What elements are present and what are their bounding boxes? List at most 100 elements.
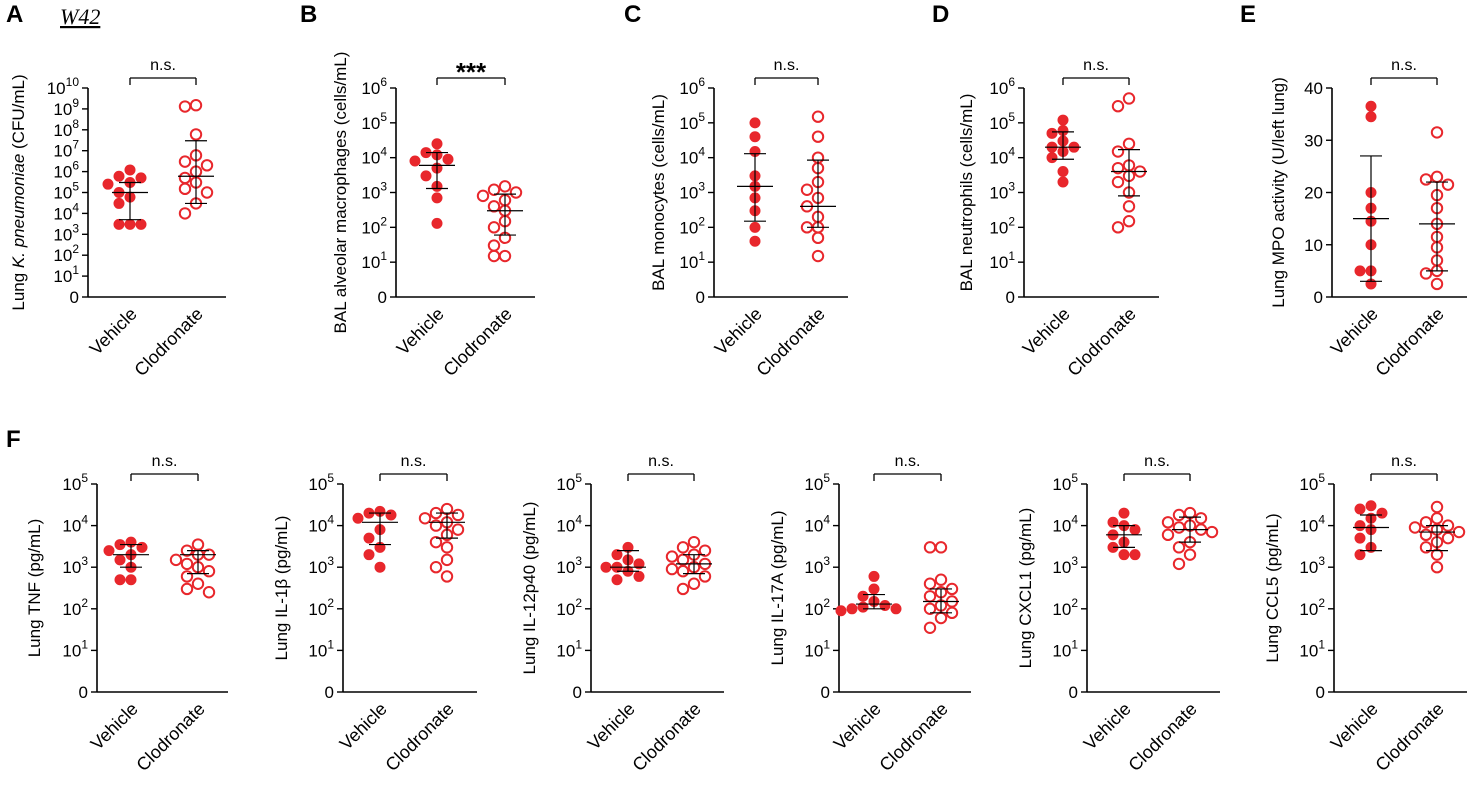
y-tick-label: 103 <box>308 554 334 577</box>
x-category-label: Vehicle <box>87 699 142 754</box>
clodronate-point <box>676 541 690 554</box>
vehicle-point <box>890 603 902 615</box>
y-tick-label: 103 <box>1299 554 1325 577</box>
vehicle-point <box>420 170 432 182</box>
clodronate-point <box>1111 100 1125 113</box>
y-tick-label: 102 <box>804 596 830 619</box>
y-tick-label: 105 <box>556 471 582 494</box>
significance-label: n.s. <box>1391 57 1417 74</box>
vehicle-point <box>1107 516 1119 528</box>
y-tick-label: 102 <box>62 596 88 619</box>
y-tick-label: 0 <box>1069 683 1078 702</box>
panel-3: C 0 101 102 103 104 105 106 BAL monocytes (cells… <box>624 1 848 380</box>
panel-9: 0 101 102 103 104 105 Lung IL-17A (pg/mL) Vehic… <box>768 453 971 775</box>
x-category-label: Clodronate <box>628 699 704 775</box>
x-category-label: Clodronate <box>752 304 828 380</box>
vehicle-point <box>846 603 858 615</box>
y-tick-label: 103 <box>53 221 79 244</box>
vehicle-point <box>1354 520 1366 532</box>
x-category-label: Clodronate <box>1371 699 1447 775</box>
vehicle-point <box>1354 265 1366 277</box>
y-tick-label: 106 <box>989 75 1015 98</box>
vehicle-point <box>124 218 136 230</box>
clodronate-point <box>1122 214 1136 228</box>
x-category-label: Clodronate <box>130 304 206 380</box>
y-tick-label: 0 <box>325 683 334 702</box>
panel-2: B 0 101 102 103 104 105 106 BAL alveolar macroph… <box>300 1 535 380</box>
y-tick-label: 101 <box>62 637 88 660</box>
x-category-label: Vehicle <box>393 304 448 359</box>
y-tick-label: 0 <box>821 683 830 702</box>
vehicle-point <box>113 170 125 182</box>
y-tick-label: 102 <box>679 214 705 237</box>
significance-label: *** <box>456 57 487 87</box>
clodronate-point <box>200 186 214 199</box>
panel-8: 0 101 102 103 104 105 Lung IL-12p40 (pg/mL) Veh… <box>520 453 724 775</box>
y-tick-label: 103 <box>556 554 582 577</box>
clodronate-point <box>1419 528 1433 542</box>
vehicle-point <box>1354 532 1366 544</box>
clodronate-point <box>676 565 690 578</box>
clodronate-point <box>1419 516 1433 529</box>
clodronate-point <box>487 221 501 234</box>
clodronate-point <box>800 183 814 196</box>
clodronate-point <box>418 512 432 525</box>
y-axis-label: Lung CXCL1 (pg/mL) <box>1016 508 1035 669</box>
y-axis-label: Lung IL-1β (pg/mL) <box>272 516 291 661</box>
vehicle-point <box>409 155 421 167</box>
clodronate-point <box>487 183 501 196</box>
vehicle-point <box>114 574 126 586</box>
vehicle-point <box>431 192 443 204</box>
vehicle-point <box>1118 507 1130 519</box>
y-tick-label: 105 <box>679 110 705 133</box>
x-category-label: Clodronate <box>439 304 515 380</box>
panel-7: 0 101 102 103 104 105 Lung IL-1β (pg/mL) Vehicl… <box>272 453 477 775</box>
clodronate-point <box>1194 512 1208 525</box>
x-category-label: Vehicle <box>1327 304 1382 359</box>
vehicle-point <box>611 549 623 561</box>
y-axis-label: Lung MPO activity (U/left lung) <box>1269 77 1288 308</box>
clodronate-point <box>811 249 825 263</box>
clodronate-point <box>1441 531 1455 545</box>
clodronate-point <box>202 586 216 599</box>
clodronate-point <box>811 231 825 245</box>
vehicle-point <box>1129 549 1141 561</box>
clodronate-point <box>1430 170 1444 184</box>
y-axis-label: Lung IL-12p40 (pg/mL) <box>520 502 539 675</box>
clodronate-point <box>189 128 203 141</box>
y-tick-label: 101 <box>679 249 705 272</box>
significance-label: n.s. <box>1391 453 1417 470</box>
y-tick-label: 109 <box>53 96 79 119</box>
clodronate-point <box>1430 561 1444 574</box>
panel-6: F 0 101 102 103 104 105 Lung TNF (pg/mL) Vehicle… <box>6 426 228 775</box>
clodronate-point <box>923 541 937 554</box>
vehicle-point <box>103 545 115 557</box>
clodronate-point <box>1111 161 1125 175</box>
clodronate-point <box>934 611 948 625</box>
vehicle-point <box>749 235 761 247</box>
panel-letter: E <box>1240 1 1256 28</box>
y-axis-label: Lung TNF (pg/mL) <box>25 519 44 658</box>
clodronate-point <box>451 508 465 522</box>
vehicle-point <box>1057 114 1069 126</box>
clodronate-point <box>1419 267 1433 280</box>
vehicle-point <box>1046 127 1058 139</box>
y-axis-label: Lung K. pneumoniae (CFU/mL) <box>9 74 28 310</box>
vehicle-point <box>1057 176 1069 188</box>
vehicle-point <box>835 605 847 617</box>
clodronate-point <box>202 565 216 578</box>
x-category-label: Clodronate <box>381 699 457 775</box>
panel-5: E 0 10 20 30 40 Lung MPO activity (U/left lung… <box>1240 1 1467 380</box>
clodronate-point <box>178 207 192 220</box>
y-tick-label: 106 <box>53 159 79 182</box>
vehicle-point <box>633 570 645 582</box>
clodronate-point <box>487 249 501 263</box>
y-tick-label: 0 <box>70 288 79 307</box>
y-tick-label: 104 <box>804 513 830 536</box>
y-tick-label: 101 <box>556 637 582 660</box>
clodronate-point <box>811 110 825 123</box>
x-category-label: Clodronate <box>132 699 208 775</box>
panel-letter: D <box>932 1 949 28</box>
panel-letter: A <box>6 1 23 28</box>
panel-letter: F <box>6 426 21 453</box>
